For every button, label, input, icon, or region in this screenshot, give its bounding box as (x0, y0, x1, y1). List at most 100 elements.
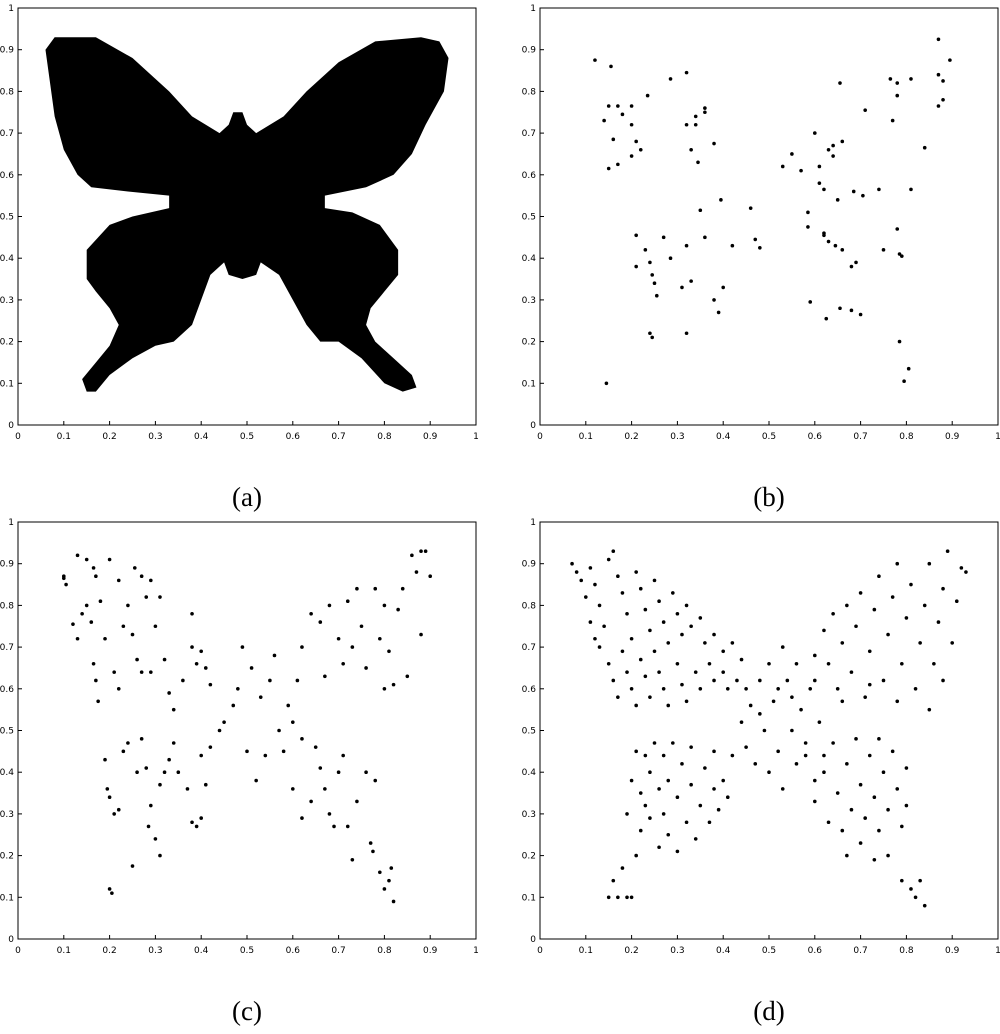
scatter-point (428, 574, 433, 579)
scatter-point (602, 118, 606, 123)
scatter-point (634, 233, 638, 238)
scatter-point (286, 703, 291, 708)
scatter-point (570, 561, 574, 566)
scatter-point (831, 611, 835, 616)
scatter-point (890, 749, 895, 754)
scatter-point (593, 582, 597, 587)
scatter-point (643, 803, 648, 808)
scatter-point (132, 566, 137, 570)
scatter-point (881, 770, 886, 774)
scatter-point (203, 782, 208, 787)
scatter-point (680, 682, 684, 687)
scatter-point (840, 828, 845, 833)
scatter-point (808, 300, 813, 304)
scatter-point (698, 687, 703, 691)
y-tick-label: 0.1 (522, 379, 536, 389)
scatter-point (391, 682, 396, 687)
scatter-point (153, 837, 158, 841)
y-tick-label: 0.7 (0, 129, 14, 139)
scatter-point (897, 339, 902, 344)
scatter-point (941, 586, 945, 591)
scatter-point (799, 707, 803, 712)
scatter-point (648, 331, 652, 336)
scatter-point (941, 97, 945, 102)
scatter-point (817, 164, 822, 169)
scatter-point (91, 566, 96, 570)
scatter-point (813, 678, 817, 683)
x-tick-label: 1 (473, 946, 479, 956)
scatter-point (721, 670, 725, 674)
x-tick-label: 0.5 (240, 432, 254, 442)
scatter-point (281, 749, 286, 754)
scatter-point (840, 699, 845, 704)
scatter-point (96, 699, 100, 704)
scatter-point (359, 624, 364, 629)
scatter-point (895, 699, 900, 704)
x-tick-label: 0 (15, 946, 21, 956)
y-tick-label: 0.6 (0, 685, 14, 695)
scatter-point (345, 824, 350, 829)
scatter-point (116, 687, 121, 691)
y-tick-label: 0.6 (522, 171, 537, 181)
scatter-point (698, 616, 703, 620)
scatter-point (767, 661, 771, 666)
scatter-point (803, 741, 808, 745)
scatter-point (675, 795, 680, 800)
scatter-point (881, 678, 886, 683)
scatter-point (258, 695, 263, 699)
scatter-point (758, 712, 762, 716)
scatter-point (625, 812, 629, 816)
scatter-point (80, 611, 84, 616)
x-tick-label: 0.7 (853, 432, 867, 442)
scatter-point (794, 661, 799, 666)
scatter-point (698, 208, 703, 213)
scatter-point (373, 586, 378, 591)
scatter-point (785, 678, 790, 683)
scatter-point (611, 137, 616, 142)
scatter-point (199, 753, 203, 758)
scatter-point (845, 762, 849, 766)
y-tick-label: 1 (530, 518, 536, 528)
scatter-point (648, 770, 652, 774)
scatter-point (130, 864, 135, 868)
scatter-point (877, 737, 881, 741)
scatter-point (895, 561, 900, 566)
scatter-point (668, 77, 673, 81)
scatter-point (139, 574, 144, 579)
scatter-point (666, 778, 671, 783)
scatter-point (341, 661, 345, 666)
scatter-point (126, 603, 130, 608)
scatter-point (176, 770, 181, 774)
scatter-point (712, 632, 716, 637)
scatter-point (716, 310, 721, 315)
scatter-point (689, 745, 693, 749)
y-tick-label: 1 (8, 518, 14, 528)
scatter-point (405, 674, 410, 679)
scatter-point (897, 252, 902, 256)
scatter-point (373, 778, 378, 783)
scatter-point (725, 687, 730, 691)
scatter-point (693, 670, 698, 674)
scatter-point (863, 695, 867, 699)
scatter-point (606, 557, 611, 562)
y-tick-label: 0 (8, 935, 14, 945)
scatter-point (110, 891, 114, 895)
scatter-point (845, 853, 849, 858)
y-tick-label: 0.6 (0, 171, 14, 181)
scatter-point (579, 578, 584, 583)
scatter-point (593, 58, 597, 62)
scatter-point (826, 820, 831, 825)
scatter-point (107, 887, 112, 891)
x-tick-label: 0.8 (899, 946, 914, 956)
scatter-point (735, 678, 739, 683)
scatter-point (309, 799, 313, 804)
scatter-point (900, 824, 904, 829)
x-tick-label: 0 (537, 946, 543, 956)
x-tick-label: 0.1 (579, 432, 593, 442)
scatter-point (661, 235, 666, 240)
scatter-point (240, 645, 245, 649)
scatter-point (208, 682, 213, 687)
scatter-point (144, 766, 149, 770)
scatter-point (588, 620, 593, 624)
scatter-point (355, 586, 359, 591)
